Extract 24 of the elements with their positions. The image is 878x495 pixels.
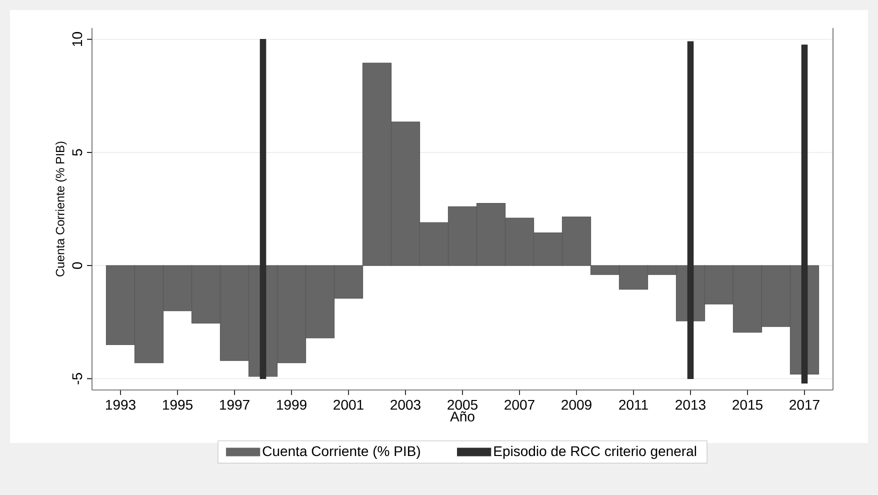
x-tick-label: 2017 — [790, 400, 820, 410]
x-tick-label: 2005 — [448, 400, 478, 410]
legend-label: Episodio de RCC criterio general — [494, 446, 696, 459]
x-tick-label: 1997 — [220, 400, 250, 410]
x-tick-label: 1999 — [277, 400, 306, 410]
x-axis-title: Año — [450, 411, 474, 422]
y-axis-title: Cuenta Corriente (% PIB) — [56, 142, 67, 276]
x-tick-label: 2013 — [676, 400, 706, 410]
legend-label: Cuenta Corriente (% PIB) — [262, 446, 420, 459]
x-tick-label: 2001 — [334, 400, 364, 410]
x-tick-label: 1995 — [163, 400, 192, 410]
x-tick-label: 2011 — [619, 400, 648, 410]
bar — [801, 44, 808, 384]
y-tick-label: 0 — [72, 262, 82, 269]
bar — [260, 39, 266, 379]
bar — [687, 41, 694, 379]
x-tick-label: 2007 — [504, 400, 534, 410]
x-tick-label: 1993 — [106, 400, 136, 410]
x-tick-label: 2003 — [390, 400, 420, 410]
y-tick-label: -5 — [72, 373, 82, 384]
y-tick-label: 5 — [72, 149, 82, 156]
x-tick-label: 2015 — [732, 400, 762, 410]
y-tick-label: 10 — [72, 32, 82, 46]
x-tick-label: 2009 — [562, 400, 592, 410]
